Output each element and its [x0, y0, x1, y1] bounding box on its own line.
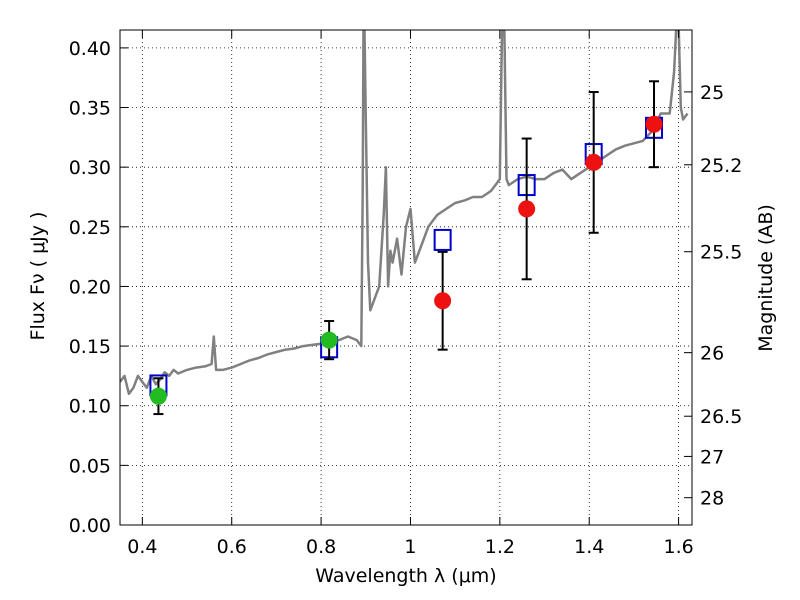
y-tick-label: 0.40: [69, 38, 111, 60]
observed-optical-point: [149, 387, 167, 405]
x-tick-label: 1.4: [574, 536, 604, 558]
y-axis-label: Flux Fν ( μJy ): [27, 212, 49, 341]
y-tick-label: 0.35: [69, 98, 111, 120]
x-tick-label: 1.2: [485, 536, 515, 558]
x-tick-label: 0.6: [217, 536, 247, 558]
spectrum-line: [120, 30, 689, 396]
y-tick-label: 0.00: [69, 515, 111, 537]
x-tick-label: 1: [404, 536, 416, 558]
right-tick-label: 27: [700, 446, 724, 468]
plot-frame: [119, 29, 693, 526]
plot-layer: 0.4 0.6 0.8 1 1.2 1.4 1.6 0.00 0.05 0.10 0.15 0.20 0…: [69, 29, 742, 558]
x-tick-label: 0.4: [127, 536, 157, 558]
y-tick-label: 0.25: [69, 217, 111, 239]
observed-optical-point: [320, 331, 338, 349]
y-tick-label: 0.10: [69, 396, 111, 418]
observed-nir-point: [645, 115, 663, 133]
observed-nir-point: [434, 292, 452, 310]
y-tick-label: 0.30: [69, 157, 111, 179]
x-axis-label: Wavelength λ (μm): [315, 565, 496, 587]
right-tick-label: 26: [700, 343, 724, 365]
right-tick-label: 25.5: [700, 242, 742, 264]
x-tick-label: 1.6: [663, 536, 693, 558]
right-tick-label: 28: [700, 488, 724, 510]
synthetic-photometry-square: [433, 228, 452, 251]
right-tick-label: 25: [700, 82, 724, 104]
right-tick-label: 25.2: [700, 155, 742, 177]
right-tick-label: 26.5: [700, 406, 742, 428]
y-tick-label: 0.15: [69, 336, 111, 358]
plot-data-group: [120, 30, 689, 416]
x-tick-label: 0.8: [306, 536, 336, 558]
right-axis-label: Magnitude (AB): [755, 204, 777, 352]
y-tick-label: 0.20: [69, 276, 111, 298]
observed-nir-point: [518, 200, 536, 218]
observed-nir-point: [585, 153, 603, 171]
y-tick-label: 0.05: [69, 455, 111, 477]
